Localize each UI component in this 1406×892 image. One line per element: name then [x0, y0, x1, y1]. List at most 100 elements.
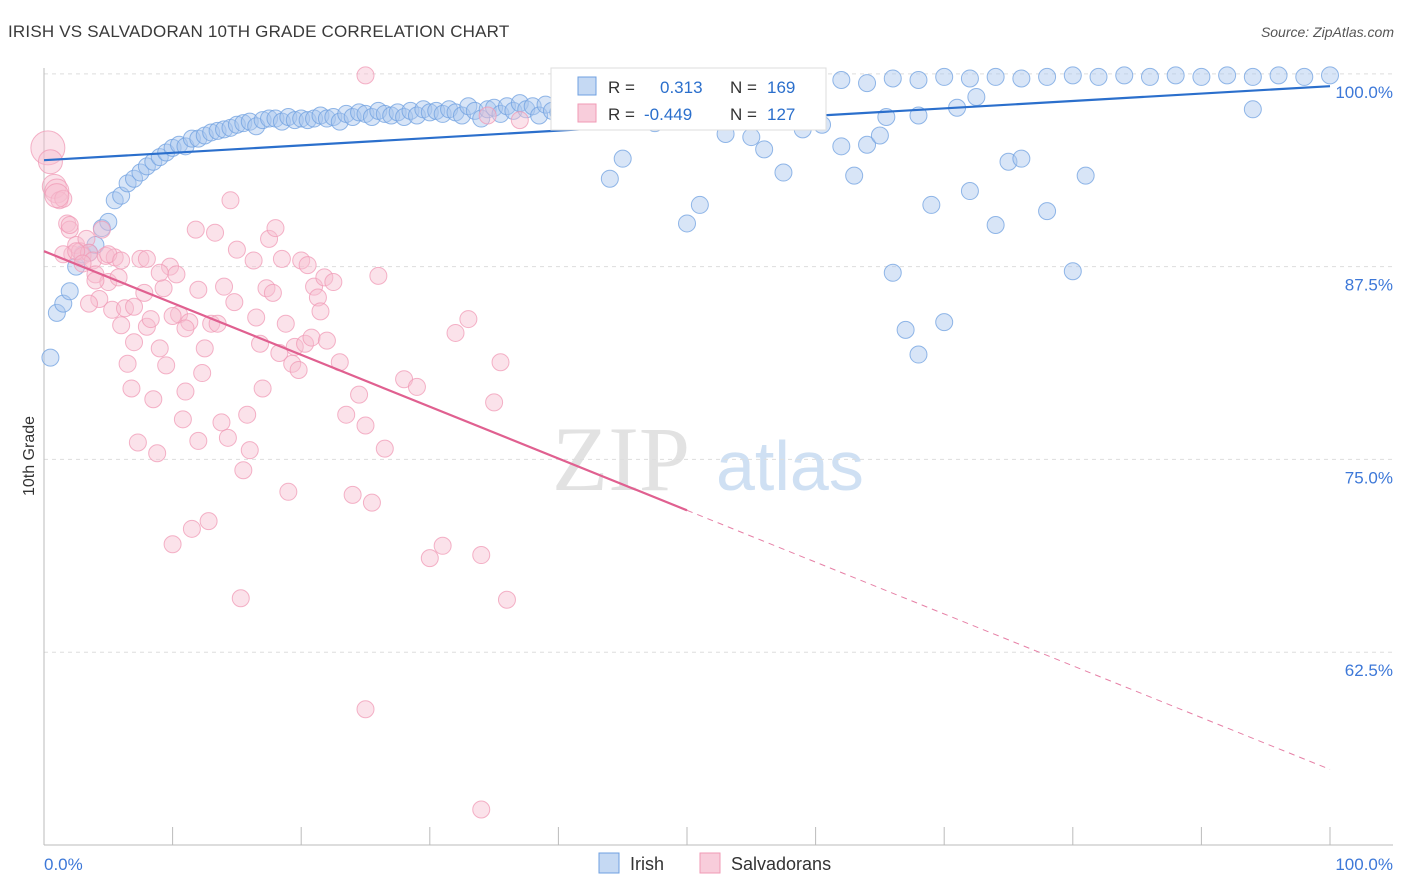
irish-point-136: [1243, 67, 1262, 86]
salvadoran-point-43: [176, 382, 195, 401]
irish-point-145: [742, 128, 761, 147]
salvadoran-point-106: [497, 590, 516, 609]
salvadoran-point-123: [150, 263, 169, 282]
salvadoran-point-67: [253, 379, 272, 398]
salvadoran-point-2: [41, 173, 67, 199]
irish-point-152: [858, 135, 877, 154]
irish-point-158: [935, 313, 954, 332]
salvadoran-point-17: [92, 220, 111, 239]
irish-point-129: [1063, 66, 1082, 85]
irish-point-138: [1295, 67, 1314, 86]
legend-irish-r-value: 0.313: [660, 78, 703, 97]
salvadoran-point-88: [324, 273, 343, 292]
salvadoran-point-109: [356, 66, 375, 85]
legend-top-box: [550, 67, 827, 131]
chart-title: IRISH VS SALVADORAN 10TH GRADE CORRELATI…: [8, 22, 510, 41]
irish-point-52: [375, 104, 394, 123]
irish-point-153: [870, 126, 889, 145]
irish-point-139: [1321, 66, 1339, 85]
legend-bottom-irish-swatch: [598, 852, 620, 874]
salvadoran-point-96: [375, 439, 394, 458]
salvadoran-point-59: [227, 240, 246, 259]
salvadoran-point-36: [154, 279, 173, 298]
salvadoran-point-85: [311, 302, 330, 321]
irish-point-56: [401, 101, 420, 120]
salvadoran-point-52: [206, 223, 225, 242]
irish-point-3: [60, 282, 79, 301]
legend-salvadoran-r-label: R =: [608, 105, 635, 124]
source-label: Source: ZipAtlas.com: [1260, 24, 1394, 40]
salvadoran-point-16: [90, 290, 109, 309]
irish-point-169: [909, 106, 928, 125]
salvadoran-point-94: [362, 493, 381, 512]
irish-point-161: [986, 215, 1005, 234]
salvadoran-point-90: [337, 405, 356, 424]
y-tick-label-2: 87.5%: [1345, 276, 1393, 295]
irish-point-150: [832, 137, 851, 156]
irish-point-120: [832, 71, 851, 89]
axes: [43, 68, 1393, 846]
salvadoran-point-78: [289, 360, 308, 379]
salvadoran-point-47: [189, 431, 208, 450]
salvadoran-point-20: [103, 300, 122, 319]
legend-irish-n-label: N =: [730, 78, 757, 97]
salvadoran-point-70: [263, 283, 282, 302]
salvadoran-point-38: [161, 257, 180, 276]
salvadoran-point-86: [315, 268, 334, 287]
salvadoran-point-73: [272, 249, 291, 268]
salvadoran-point-33: [144, 390, 163, 409]
irish-point-165: [1063, 262, 1082, 281]
y-axis-label: 10th Grade: [21, 416, 38, 496]
salvadoran-point-45: [182, 519, 201, 538]
salvadoran-point-114: [60, 215, 79, 234]
salvadoran-point-1: [37, 149, 63, 175]
salvadoran-point-71: [266, 219, 285, 238]
irish-point-141: [613, 149, 632, 168]
salvadoran-point-82: [302, 328, 321, 347]
legend-irish-swatch: [577, 76, 597, 96]
irish-point-132: [1140, 67, 1159, 86]
irish-point-157: [922, 195, 941, 214]
irish-point-61: [433, 104, 452, 123]
salvadoran-point-69: [260, 229, 279, 248]
y-tick-labels: 62.5% 75.0% 87.5% 100.0%: [1335, 83, 1393, 680]
irish-point-59: [420, 103, 439, 122]
irish-point-121: [858, 74, 877, 93]
irish-point-137: [1269, 66, 1288, 85]
salvadoran-point-26: [122, 379, 141, 398]
x-tick-label-min: 0.0%: [44, 855, 83, 874]
salvadoran-point-98: [407, 377, 426, 396]
salvadoran-point-55: [215, 277, 234, 296]
salvadoran-point-23: [112, 316, 131, 335]
salvadoran-point-117: [80, 294, 99, 313]
irish-point-140: [600, 169, 619, 188]
salvadoran-point-48: [193, 364, 212, 383]
salvadoran-point-93: [356, 416, 375, 435]
irish-point-12: [118, 174, 137, 193]
irish-point-54: [388, 103, 407, 122]
salvadoran-point-122: [137, 249, 156, 268]
y-tick-label-0: 62.5%: [1345, 661, 1393, 680]
irish-point-1: [47, 303, 66, 322]
irish-point-15: [137, 157, 156, 176]
irish-point-134: [1192, 67, 1211, 86]
irish-point-72: [504, 101, 523, 120]
irish-point-151: [845, 166, 864, 185]
salvadoran-point-32: [141, 310, 160, 329]
salvadoran-point-121: [125, 297, 144, 316]
irish-point-31: [240, 112, 259, 131]
irish-point-164: [1038, 202, 1057, 221]
legend-salvadoran-r-value: -0.449: [644, 105, 692, 124]
salvadoran-point-101: [446, 323, 465, 342]
irish-point-142: [678, 214, 696, 233]
salvadoran-point-27: [125, 333, 144, 352]
irish-point-123: [909, 71, 928, 89]
irish-point-39: [292, 109, 311, 128]
salvadoran-point-42: [173, 410, 192, 429]
salvadoran-point-100: [433, 536, 452, 555]
salvadoran-point-107: [356, 700, 375, 719]
salvadoran-point-12: [77, 229, 96, 248]
irish-point-0: [41, 348, 60, 367]
salvadoran-point-91: [343, 485, 362, 504]
legend-salvadoran-n-value: 127: [767, 105, 795, 124]
